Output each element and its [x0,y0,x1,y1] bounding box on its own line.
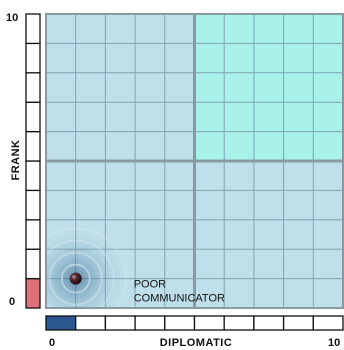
ripple-ring [46,227,127,308]
x-tick-max: 10 [328,337,340,349]
diplomatic-meter-segment [223,315,255,331]
diplomatic-meter-segment [134,315,166,331]
point-label-line-2: COMMUNICATOR [134,293,225,305]
diplomatic-meter-segment [193,315,225,331]
frank-meter-segment [25,277,41,309]
diplomatic-meter-segment [45,315,77,331]
ripple-rings [46,227,127,308]
frank-meter [25,13,41,309]
quadrant-dividers [46,14,343,308]
frank-meter-segment [25,42,41,74]
ripple-ring [60,263,91,294]
y-tick-min: 0 [9,296,15,308]
frank-meter-segment [25,72,41,103]
diplomatic-meter-segment [104,315,136,331]
diplomatic-meter-segment [282,315,314,331]
diplomatic-meter-segment [164,315,196,331]
point-label-line-1: POOR [134,279,166,291]
diplomatic-meter-segment [75,315,107,331]
x-tick-min: 0 [49,337,55,349]
frank-meter-segment [25,101,41,133]
highlighted-quadrant [195,14,343,161]
frank-meter-segment [25,219,41,250]
ripple-ring [48,251,103,306]
plot-frame [45,13,344,309]
x-axis-title: DIPLOMATIC [160,337,233,349]
ripple-glow [46,222,132,308]
frank-meter-segment [25,189,41,221]
frank-meter-segment [25,248,41,280]
diplomatic-meter-segment [312,315,344,331]
ripple-ring [46,239,115,308]
frank-meter-segment [25,160,41,192]
y-tick-max: 10 [6,12,18,24]
data-point [69,272,82,285]
frank-meter-segment [25,130,41,162]
frank-meter-segment [25,13,41,45]
diplomatic-meter-segment [253,315,285,331]
y-axis-title: FRANK [10,140,22,181]
diplomatic-meter [45,315,344,331]
